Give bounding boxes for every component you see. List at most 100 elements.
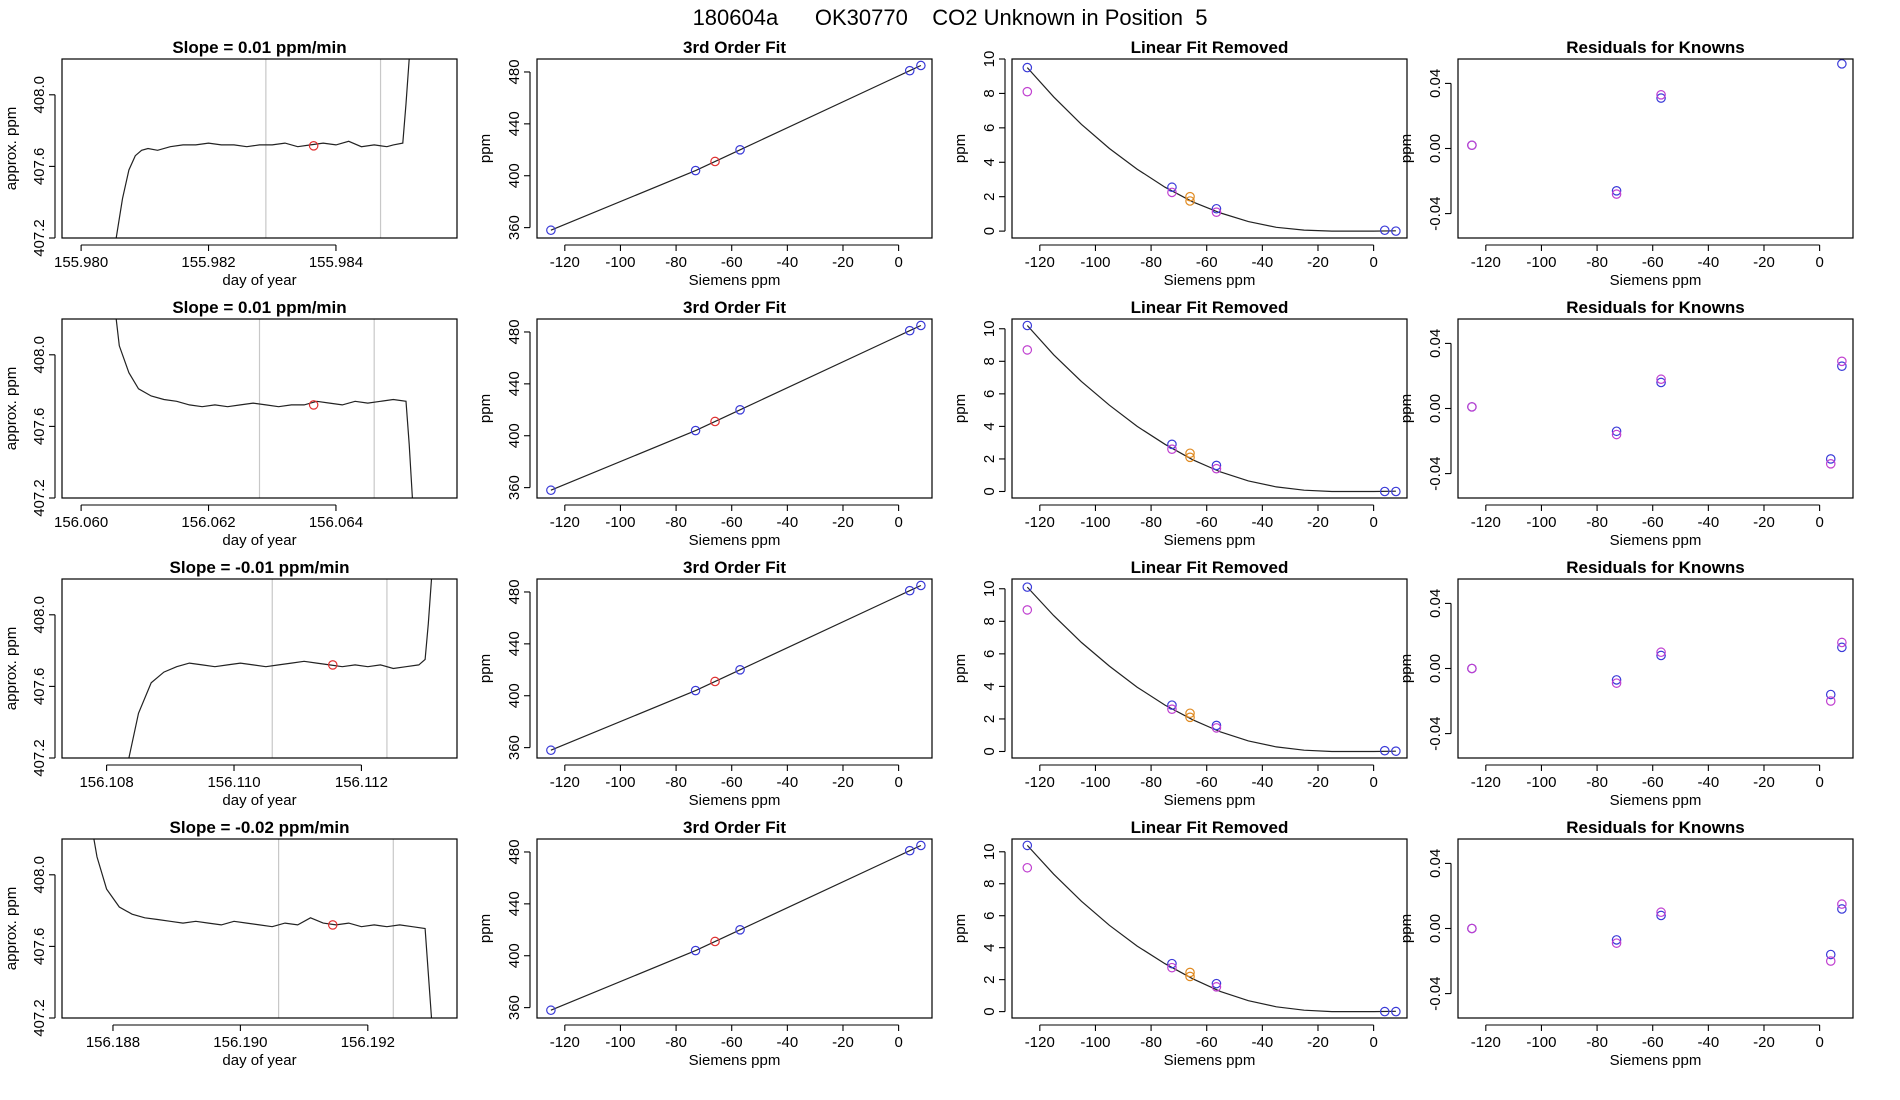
x-tick-label: -80 [1586,774,1608,791]
data-point [1167,704,1177,714]
x-tick-label: -80 [1586,514,1608,531]
x-tick-label: 155.980 [54,254,108,271]
data-point [1379,1006,1390,1017]
y-axis-label: ppm [477,914,494,943]
y-tick-label: 407.2 [31,739,48,777]
y-tick-label: 407.2 [31,479,48,517]
y-tick-label: 407.6 [31,668,48,706]
panel: 3rd Order Fit -120 -100 -80 -60 -40 -20 0 Siemen… [477,558,933,809]
x-tick-label: -20 [1753,514,1775,531]
y-tick-label: 8 [981,617,998,625]
data-point [1211,723,1222,733]
plot-frame [61,318,458,499]
x-tick-label: -80 [665,514,687,531]
panel-title: Residuals for Knowns [1566,298,1745,317]
panel-title: Residuals for Knowns [1566,558,1745,577]
x-tick-label: -60 [1196,1034,1218,1051]
y-tick-label: 0.00 [1427,914,1444,943]
x-tick-label: -60 [1642,1034,1664,1051]
x-tick-label: 156.062 [181,514,235,531]
y-tick-label: 480 [506,579,523,604]
x-axis-label: day of year [222,792,296,809]
y-tick-label: 360 [506,995,523,1020]
data-point [1837,637,1847,648]
panel-title: 3rd Order Fit [683,38,786,57]
y-tick-label: 408.0 [31,596,48,634]
panel-title: Slope = -0.01 ppm/min [170,558,350,577]
x-tick-label: -100 [1526,254,1556,271]
data-point [1379,486,1390,497]
x-tick-label: -20 [1753,254,1775,271]
data-point [1211,982,1222,992]
plot-frame [1457,578,1854,759]
x-axis-label: Siemens ppm [689,1052,781,1069]
x-axis-label: Siemens ppm [689,532,781,549]
data-point [1837,899,1847,909]
y-tick-label: -0.04 [1427,716,1444,750]
x-tick-label: -80 [665,254,687,271]
x-tick-label: -120 [1025,1034,1055,1051]
data-point [1467,140,1477,151]
x-axis-label: day of year [222,272,296,289]
x-axis-label: Siemens ppm [689,272,781,289]
x-tick-label: -20 [832,1034,854,1051]
data-point [1656,910,1666,921]
y-tick-label: 0.04 [1427,329,1444,358]
data-point [308,141,319,151]
data-point [546,225,556,236]
panel-title: Linear Fit Removed [1131,558,1289,577]
data-point [1825,949,1836,960]
series-line [1026,844,1396,1013]
x-tick-label: 156.060 [54,514,108,531]
x-tick-label: -80 [665,1034,687,1051]
data-point [1167,439,1177,450]
y-tick-label: 10 [981,320,998,337]
series-line [1026,325,1396,493]
y-tick-label: 8 [981,89,998,97]
data-point [546,745,556,756]
y-tick-label: 0.00 [1427,134,1444,163]
data-point [1611,186,1622,196]
data-point [1185,452,1195,463]
plot-frame [536,318,933,499]
x-tick-label: 156.108 [79,774,133,791]
panel: Residuals for Knowns -120 -100 -80 -60 -40 -20… [1398,38,1854,289]
x-tick-label: -80 [665,774,687,791]
data-point [916,580,926,591]
panel: Slope = -0.02 ppm/min 156.188 156.190 156.1… [3,818,458,1069]
x-tick-label: 0 [1369,514,1377,531]
y-tick-label: 407.2 [31,219,48,257]
y-axis-label: approx. ppm [3,887,20,970]
y-tick-label: 480 [506,839,523,864]
x-tick-label: 0 [1369,1034,1377,1051]
data-point [735,144,745,155]
panel-title: 3rd Order Fit [683,558,786,577]
x-tick-label: -20 [832,254,854,271]
data-point [1656,647,1666,658]
x-tick-label: 156.064 [309,514,363,531]
x-tick-label: -20 [1753,774,1775,791]
data-point [710,676,720,687]
data-point [1837,642,1847,653]
data-point [1611,426,1622,437]
data-point [735,664,745,675]
y-axis-label: ppm [477,394,494,423]
data-point [1022,605,1033,615]
x-axis-label: Siemens ppm [1164,272,1256,289]
data-point [1185,191,1195,202]
data-point [710,936,720,947]
y-tick-label: 6 [981,912,998,920]
y-tick-label: 440 [506,631,523,656]
data-point [546,485,556,496]
y-tick-label: 360 [506,475,523,500]
x-tick-label: 156.112 [335,774,388,791]
y-tick-label: 4 [981,422,998,430]
x-axis-label: day of year [222,532,296,549]
y-tick-label: 407.6 [31,148,48,186]
x-tick-label: -100 [605,514,635,531]
data-point [690,685,701,696]
x-tick-label: -60 [1196,254,1218,271]
panel: Linear Fit Removed -120 -100 -80 -60 -40 -20 0 S… [952,818,1408,1069]
y-tick-label: 407.6 [31,928,48,966]
